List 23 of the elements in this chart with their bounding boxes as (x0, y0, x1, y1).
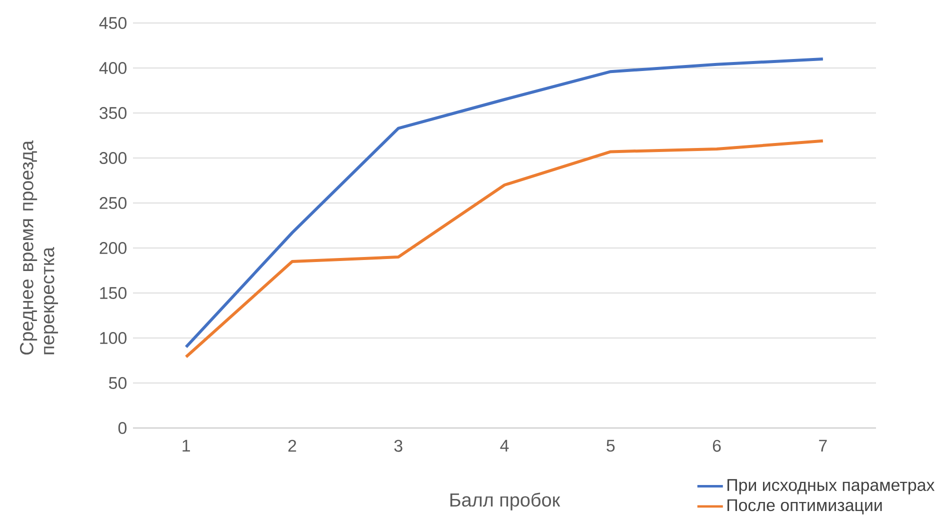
line-series (184, 58, 824, 348)
y-tick-label: 200 (100, 242, 126, 254)
legend-label: После оптимизации (728, 499, 882, 514)
y-tick-label: 250 (100, 197, 126, 209)
y-axis-title: Среднее время проезда перекрестка (20, 140, 58, 355)
x-tick-label: 3 (394, 440, 402, 452)
y-tick-label: 300 (100, 152, 126, 164)
x-axis-title: Балл пробок (450, 492, 560, 510)
x-tick-label: 1 (182, 440, 190, 452)
y-tick-label: 400 (99, 62, 126, 74)
y-tick-label: 0 (118, 422, 126, 434)
y-tick-label: 50 (108, 377, 126, 389)
x-tick-label: 5 (606, 440, 615, 452)
y-tick-label: 450 (99, 17, 126, 29)
x-tick-label: 2 (288, 440, 296, 452)
y-tick-label: 350 (100, 107, 126, 119)
line-series (184, 139, 824, 358)
x-tick-label: 6 (712, 440, 721, 452)
x-tick-label: 4 (500, 440, 509, 452)
y-tick-label: 100 (100, 332, 126, 344)
legend-label: При исходных параметрах (728, 479, 935, 494)
y-tick-label: 150 (100, 287, 126, 299)
x-tick-label: 7 (819, 440, 827, 452)
